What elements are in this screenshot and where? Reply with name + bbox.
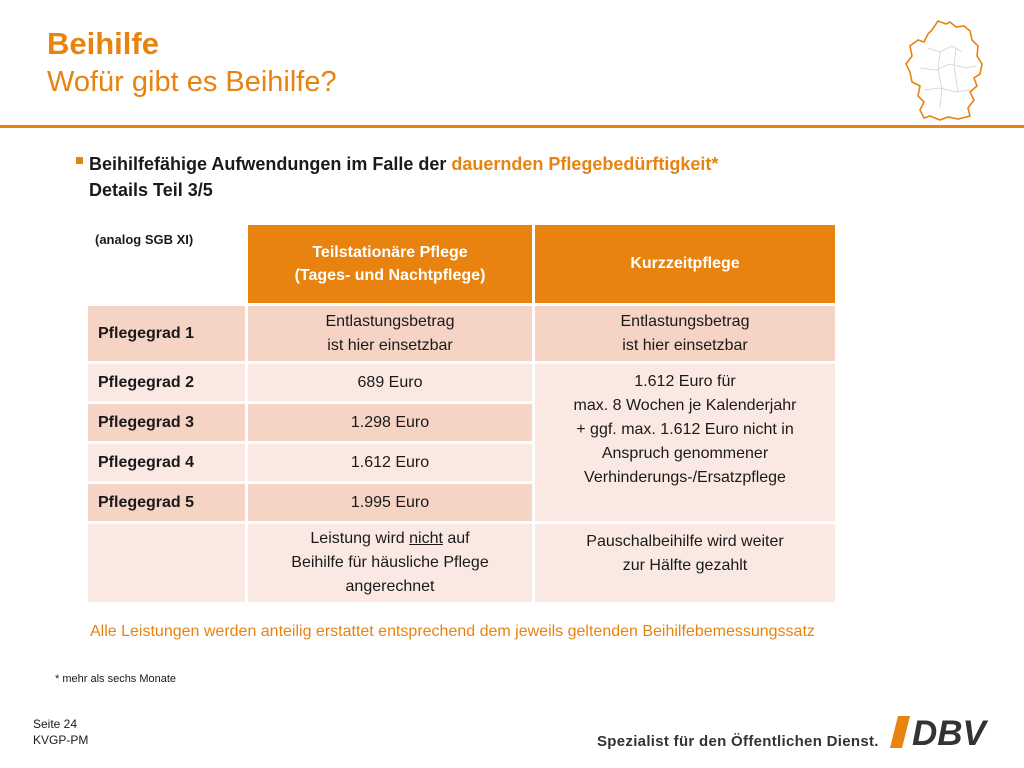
cell-line: + ggf. max. 1.612 Euro nicht in [576, 421, 794, 438]
document-code: KVGP-PM [33, 733, 89, 747]
title-divider [0, 125, 1024, 128]
bullet-highlight: dauernden Pflegebedürftigkeit* [451, 154, 719, 174]
logo-text: DBV [912, 714, 989, 750]
cell-pg1-teilstationaer: Entlastungsbetrag ist hier einsetzbar [248, 306, 532, 361]
reimbursement-note: Alle Leistungen werden anteilig erstatte… [90, 623, 815, 640]
row-label-pflegegrad-4: Pflegegrad 4 [88, 444, 245, 481]
header-kurzzeitpflege: Kurzzeitpflege [535, 225, 835, 303]
page-number: Seite 24 [33, 717, 78, 731]
cell-pg3-teilstationaer: 1.298 Euro [248, 404, 532, 441]
slide-subtitle: Wofür gibt es Beihilfe? [47, 66, 337, 98]
cell-empty [88, 524, 245, 602]
header-teilstationaere-pflege: Teilstationäre Pflege (Tages- und Nachtp… [248, 225, 532, 303]
footnote: * mehr als sechs Monate [55, 673, 177, 685]
cell-pg2-teilstationaer: 689 Euro [248, 364, 532, 401]
row-label-pflegegrad-3: Pflegegrad 3 [88, 404, 245, 441]
row-label-pflegegrad-5: Pflegegrad 5 [88, 484, 245, 521]
cell-line: zur Hälfte gezahlt [622, 557, 748, 574]
germany-map-icon [905, 20, 983, 121]
cell-pg4-teilstationaer: 1.612 Euro [248, 444, 532, 481]
benefits-table: Teilstationäre Pflege (Tages- und Nachtp… [85, 222, 838, 605]
table-corner-label: (analog SGB XI) [95, 232, 194, 247]
cell-line: Anspruch genommener [601, 445, 769, 462]
bullet-line2: Details Teil 3/5 [89, 180, 213, 200]
cell-pg5-teilstationaer: 1.995 Euro [248, 484, 532, 521]
cell-line: 1.612 Euro für [634, 373, 736, 390]
row-label-pflegegrad-1: Pflegegrad 1 [88, 306, 245, 361]
page-info: Seite 24 KVGP-PM [33, 716, 88, 748]
cell-text-underlined: nicht [409, 530, 443, 547]
cell-line: ist hier einsetzbar [622, 336, 748, 354]
dbv-logo-icon: DBV [890, 714, 989, 750]
cell-line: angerechnet [345, 578, 435, 595]
slide-title: Beihilfe [47, 26, 159, 61]
cell-text: Leistung wird [310, 530, 410, 547]
cell-pg1-kurzzeit: Entlastungsbetrag ist hier einsetzbar [535, 306, 835, 361]
cell-line: ist hier einsetzbar [327, 336, 453, 354]
cell-line: Verhinderungs-/Ersatzpflege [584, 469, 786, 486]
cell-line: max. 8 Wochen je Kalenderjahr [573, 397, 797, 414]
cell-kurzzeit-merged: 1.612 Euro für max. 8 Wochen je Kalender… [535, 364, 835, 521]
header-col1-subtitle: (Tages- und Nachtpflege) [294, 267, 486, 284]
cell-line: Beihilfe für häusliche Pflege [291, 554, 489, 571]
cell-line: Entlastungsbetrag [620, 312, 750, 330]
cell-line: Entlastungsbetrag [325, 312, 455, 330]
cell-text: auf [442, 530, 470, 547]
cell-last-teilstationaer: Leistung wird nicht auf Beihilfe für häu… [248, 524, 532, 602]
header-col1-title: Teilstationäre Pflege [312, 244, 468, 261]
bullet-text-start: Beihilfefähige Aufwendungen im Falle der [89, 154, 452, 174]
square-bullet-icon [76, 157, 83, 164]
row-label-pflegegrad-2: Pflegegrad 2 [88, 364, 245, 401]
cell-last-kurzzeit: Pauschalbeihilfe wird weiter zur Hälfte … [535, 524, 835, 602]
cell-line: Pauschalbeihilfe wird weiter [586, 533, 784, 550]
company-slogan: Spezialist für den Öffentlichen Dienst. [597, 733, 879, 750]
bullet-point: Beihilfefähige Aufwendungen im Falle der… [89, 151, 718, 203]
